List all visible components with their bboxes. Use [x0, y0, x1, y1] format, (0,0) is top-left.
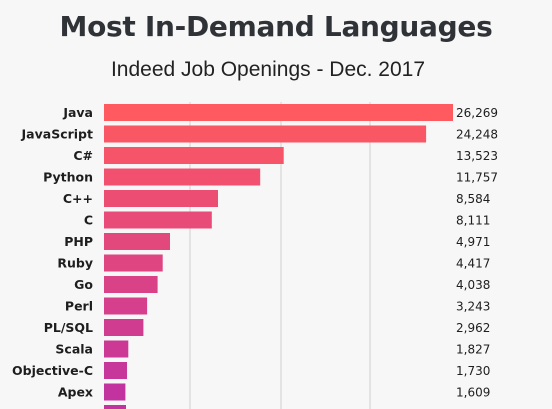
- value-label: 1,730: [456, 364, 490, 378]
- bar-php: [104, 233, 170, 250]
- value-label: 8,111: [456, 214, 490, 228]
- value-label: 4,038: [456, 278, 490, 292]
- value-label: 26,269: [456, 106, 498, 120]
- value-label: 24,248: [456, 128, 498, 142]
- category-label: PHP: [64, 234, 93, 249]
- value-label: 1,827: [456, 343, 490, 357]
- category-label: PL/SQL: [44, 320, 93, 335]
- category-label: Ruby: [57, 256, 93, 271]
- category-label: Python: [43, 170, 93, 185]
- category-label: JavaScript: [21, 127, 93, 142]
- category-label: Apex: [58, 385, 93, 400]
- bar-pl-sql: [104, 319, 144, 336]
- category-label: Java: [62, 105, 93, 120]
- bar-objective-c: [104, 362, 127, 379]
- value-label: 13,523: [456, 149, 498, 163]
- value-label: 1,609: [456, 386, 490, 400]
- category-label: Perl: [65, 299, 93, 314]
- bar-c-: [104, 147, 284, 164]
- category-label: C++: [63, 191, 93, 206]
- bar-go: [104, 276, 158, 293]
- value-label: 4,417: [456, 257, 490, 271]
- bar-scala: [104, 340, 129, 358]
- category-label: Scala: [55, 342, 93, 357]
- bar-c-: [104, 190, 218, 207]
- value-label: 2,962: [456, 321, 490, 335]
- bar-c: [104, 211, 212, 229]
- bar-apex: [104, 383, 126, 401]
- chart-subtitle: Indeed Job Openings - Dec. 2017: [110, 58, 426, 81]
- category-label: Go: [74, 277, 93, 292]
- bar-cropped: [104, 405, 126, 409]
- bar-java: [104, 104, 453, 121]
- value-label: 11,757: [456, 171, 498, 185]
- bar-ruby: [104, 254, 163, 272]
- category-label: C: [84, 213, 93, 228]
- chart-title: Most In-Demand Languages: [59, 10, 493, 43]
- bar-javascript: [104, 125, 427, 143]
- category-label: Objective-C: [12, 363, 93, 378]
- value-label: 8,584: [456, 192, 490, 206]
- value-label: 3,243: [456, 300, 490, 314]
- value-label: 4,971: [456, 235, 490, 249]
- bar-python: [104, 168, 261, 186]
- bar-perl: [104, 297, 148, 315]
- category-label: C#: [73, 148, 93, 163]
